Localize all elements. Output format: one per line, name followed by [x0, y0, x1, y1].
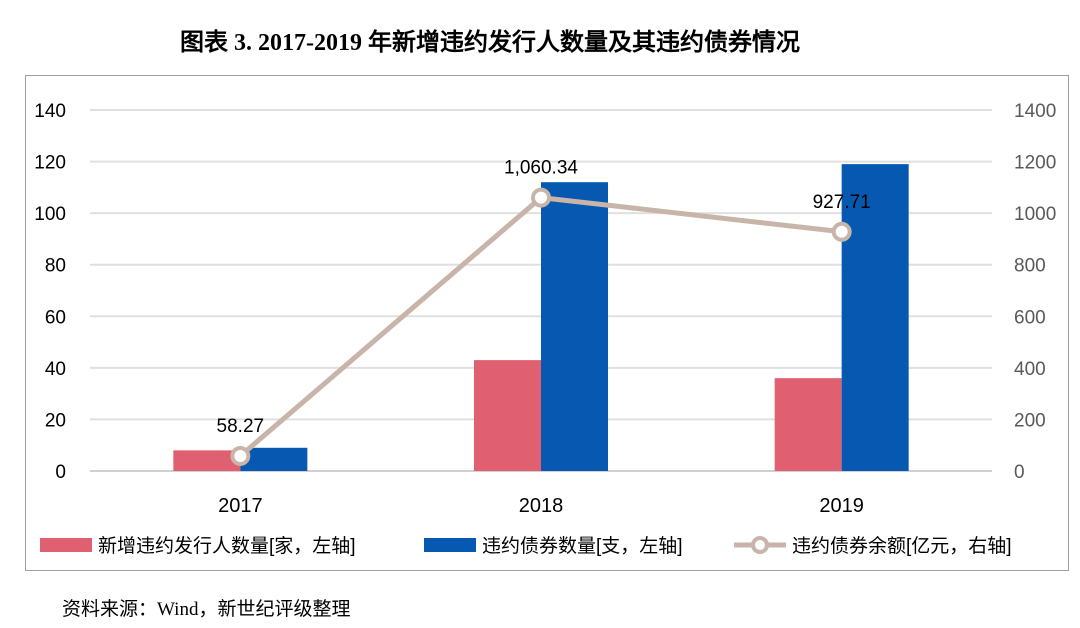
left-tick-label: 20: [45, 410, 66, 431]
line-point: [230, 445, 251, 466]
data-label: 1,060.34: [504, 158, 578, 179]
right-tick-label: 600: [1014, 307, 1046, 328]
bar-new-issuers: [173, 450, 241, 471]
right-tick-label: 800: [1014, 256, 1046, 277]
legend-marker: [751, 536, 769, 554]
bar-new-issuers: [774, 378, 842, 471]
line-point: [831, 221, 852, 242]
x-tick-label: 2017: [218, 495, 263, 517]
bar-bond-count: [240, 447, 308, 471]
data-label: 58.27: [217, 416, 265, 437]
right-tick-label: 1400: [1014, 101, 1056, 122]
left-tick-label: 80: [45, 256, 66, 277]
legend-label: 违约债券数量[支，左轴]: [482, 535, 683, 557]
left-tick-label: 60: [45, 307, 66, 328]
right-tick-label: 0: [1014, 462, 1025, 483]
left-tick-label: 100: [34, 204, 66, 225]
x-tick-label: 2019: [819, 495, 864, 517]
left-tick-label: 120: [34, 153, 66, 174]
right-tick-label: 400: [1014, 359, 1046, 380]
right-tick-label: 200: [1014, 410, 1046, 431]
left-tick-label: 0: [55, 462, 66, 483]
source-note: 资料来源：Wind，新世纪评级整理: [62, 599, 351, 620]
left-tick-label: 140: [34, 101, 66, 122]
right-tick-label: 1000: [1014, 204, 1056, 225]
chart-frame: [25, 75, 1069, 571]
right-tick-label: 1200: [1014, 153, 1056, 174]
legend-swatch: [424, 538, 476, 552]
x-tick-label: 2018: [519, 495, 564, 517]
line-point: [531, 187, 551, 208]
legend-swatch: [40, 538, 92, 552]
data-label: 927.71: [813, 192, 871, 213]
bar-bond-count: [841, 164, 909, 471]
legend-label: 新增违约发行人数量[家，左轴]: [98, 535, 356, 557]
bar-bond-count: [541, 182, 608, 471]
legend-label: 违约债券余额[亿元，右轴]: [792, 535, 1012, 557]
bar-new-issuers: [474, 360, 541, 471]
chart-title: 图表 3. 2017-2019 年新增违约发行人数量及其违约债券情况: [180, 30, 800, 56]
left-tick-label: 40: [45, 359, 66, 380]
